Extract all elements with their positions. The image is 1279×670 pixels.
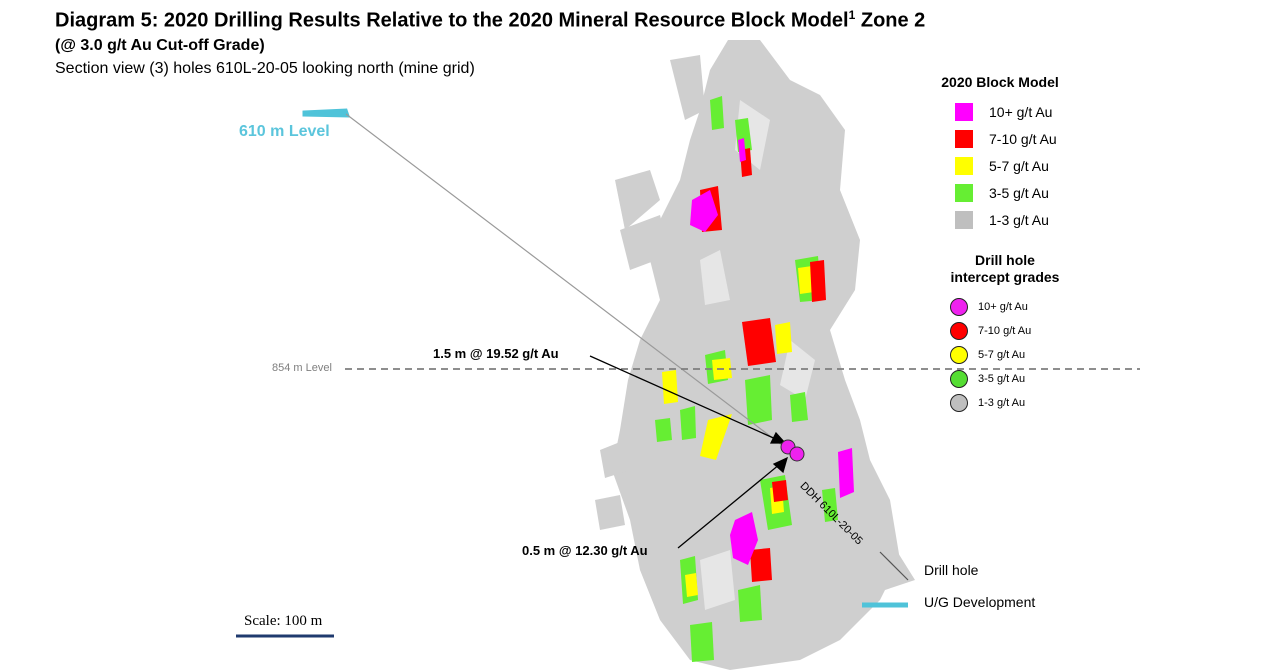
diagram-subtitle: (@ 3.0 g/t Au Cut-off Grade) (55, 37, 265, 54)
legend-label: 3-5 g/t Au (978, 373, 1026, 385)
block-model-legend-item: 3-5 g/t Au (955, 184, 1049, 202)
intercept-legend-item: 5-7 g/t Au (950, 346, 1025, 364)
block-model-legend-item: 5-7 g/t Au (955, 157, 1049, 175)
intercept-legend-item: 1-3 g/t Au (950, 394, 1025, 412)
intercept-legend-item: 3-5 g/t Au (950, 370, 1025, 388)
legend-label: 5-7 g/t Au (978, 349, 1026, 361)
block-model-light-streaks (700, 100, 815, 610)
intercept-pointers (589, 355, 789, 549)
legend-dot (950, 322, 968, 340)
legend-swatch (955, 184, 973, 202)
block-model-10-plus (690, 138, 854, 565)
key-ug-development-label: U/G Development (924, 594, 1036, 610)
block-model-legend-item: 7-10 g/t Au (955, 130, 1057, 148)
key-drill-hole-line (879, 551, 909, 581)
legend-swatch (955, 211, 973, 229)
key-drill-hole-label: Drill hole (924, 562, 979, 578)
ug-development-610 (302, 108, 351, 118)
legend-label: 7-10 g/t Au (989, 131, 1057, 147)
level-854-label: 854 m Level (272, 362, 332, 374)
intercept-legend-item: 7-10 g/t Au (950, 322, 1031, 340)
intercept-circle-lower (789, 446, 805, 462)
diagram-title: Diagram 5: 2020 Drilling Results Relativ… (55, 8, 926, 32)
drill-hole-trace (345, 113, 796, 456)
intercept-legend-item: 10+ g/t Au (950, 298, 1028, 316)
legend-swatch (955, 157, 973, 175)
legend-swatch (955, 103, 973, 121)
legend-dot (950, 298, 968, 316)
block-model-legend-item: 1-3 g/t Au (955, 211, 1049, 229)
legend-label: 7-10 g/t Au (978, 325, 1032, 337)
legend-dot (950, 346, 968, 364)
legend-swatch (955, 130, 973, 148)
legend-label: 1-3 g/t Au (989, 212, 1049, 228)
legend-label: 1-3 g/t Au (978, 397, 1026, 409)
intercept-label-lower: 0.5 m @ 12.30 g/t Au (522, 543, 648, 558)
legend-label: 5-7 g/t Au (989, 158, 1049, 174)
block-model-legend-item: 10+ g/t Au (955, 103, 1052, 121)
legend-dot (950, 370, 968, 388)
intercept-label-upper: 1.5 m @ 19.52 g/t Au (433, 346, 559, 361)
legend-label: 3-5 g/t Au (989, 185, 1049, 201)
legend-label: 10+ g/t Au (989, 104, 1053, 120)
level-610-label: 610 m Level (239, 123, 330, 140)
legend-dot (950, 394, 968, 412)
scale-label: Scale: 100 m (244, 613, 323, 629)
block-model-legend-title: 2020 Block Model (941, 74, 1059, 90)
legend-label: 10+ g/t Au (978, 301, 1028, 313)
section-description: Section view (3) holes 610L-20-05 lookin… (55, 60, 475, 77)
intercept-legend-title: Drill hole intercept grades (950, 252, 1060, 285)
